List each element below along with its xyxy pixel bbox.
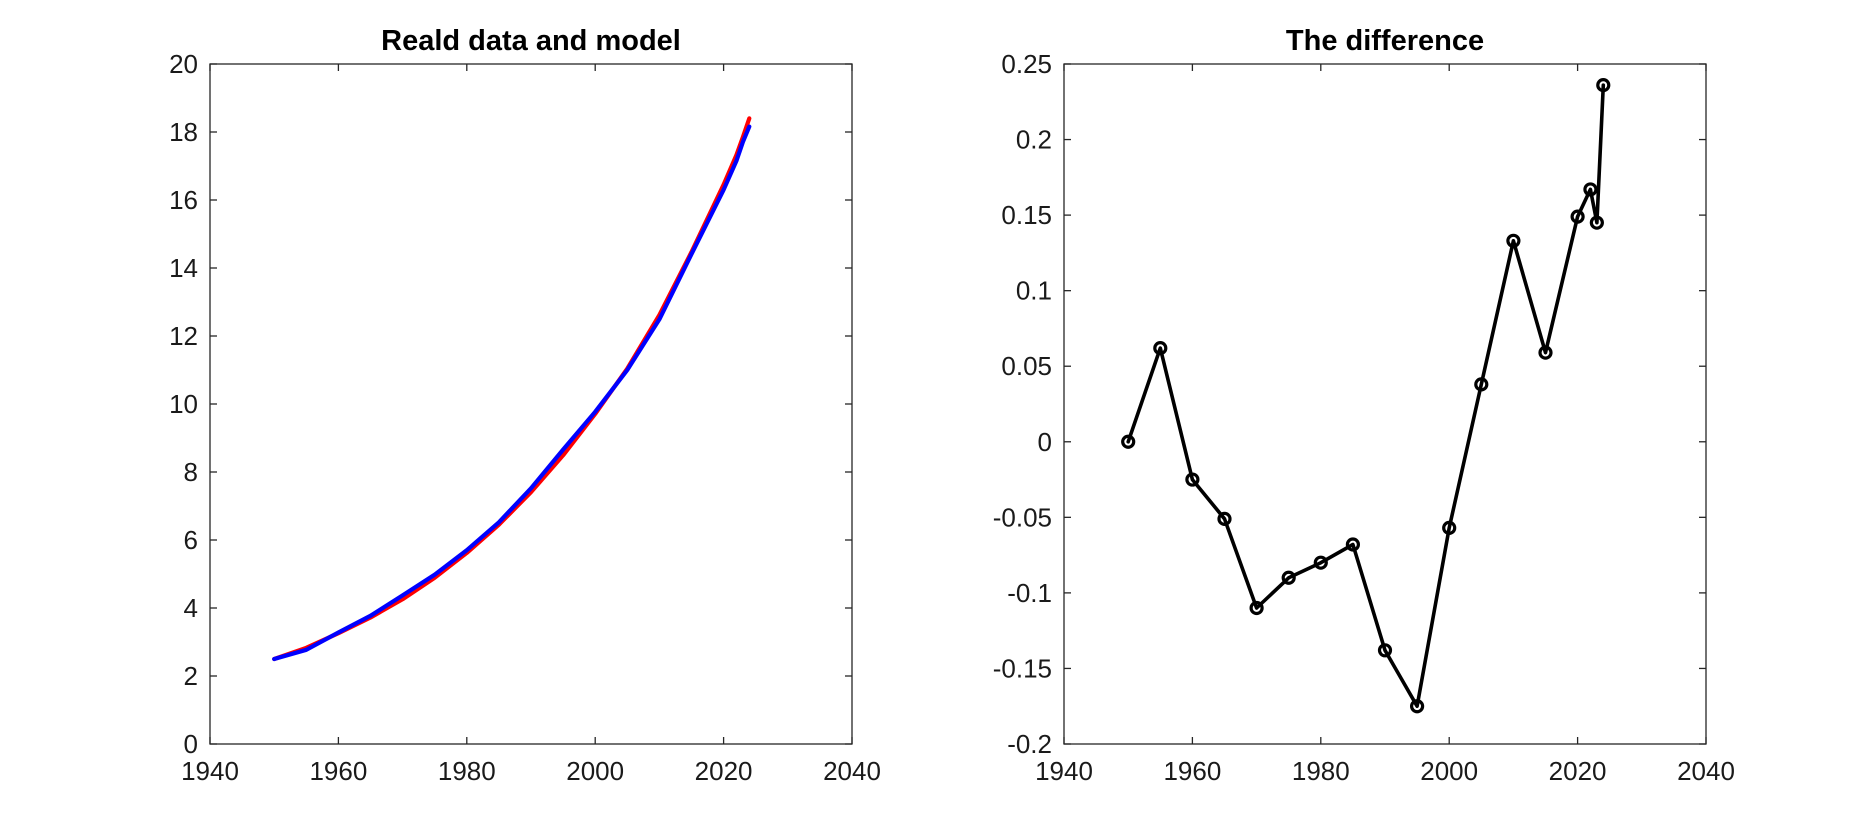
axes-box <box>209 63 853 745</box>
data-point-marker <box>1589 215 1604 230</box>
series-line-1 <box>1126 83 1606 709</box>
y-tick-label: 6 <box>184 525 198 555</box>
y-tick-label: -0.2 <box>1007 729 1052 759</box>
x-tick-label: 1940 <box>1035 756 1093 786</box>
y-tick-label: -0.05 <box>993 502 1052 532</box>
x-tick-label: 2040 <box>823 756 881 786</box>
data-point-marker <box>1570 209 1585 224</box>
x-tick-label: 2040 <box>1677 756 1735 786</box>
x-tick-label: 1980 <box>438 756 496 786</box>
y-tick-label: 10 <box>169 389 198 419</box>
axes-box <box>1063 63 1707 745</box>
y-tick-label: 2 <box>184 661 198 691</box>
y-tick-label: 0.25 <box>1001 49 1052 79</box>
series-line-2 <box>272 124 752 662</box>
data-point-marker <box>1313 555 1328 570</box>
y-tick-label: 14 <box>169 253 198 283</box>
data-point-marker <box>1538 345 1553 360</box>
left-chart-title: Reald data and model <box>381 25 681 57</box>
y-tick-label: 8 <box>184 457 198 487</box>
data-point-marker <box>1377 643 1393 658</box>
data-point-marker <box>1506 233 1521 248</box>
right-chart-difference: The difference 1940 1960 1980 2000 2020 2040 -… <box>993 25 1735 786</box>
data-point-marker <box>1474 377 1489 392</box>
x-tick-label: 2000 <box>1420 756 1478 786</box>
data-point-marker <box>1596 78 1611 93</box>
x-tick-label: 1940 <box>181 756 239 786</box>
y-tick-label: -0.1 <box>1007 578 1052 608</box>
y-tick-label: 0 <box>1038 427 1052 457</box>
x-tick-label: 1980 <box>1292 756 1350 786</box>
x-tick-label: 2020 <box>1549 756 1607 786</box>
x-tick-label: 2020 <box>695 756 753 786</box>
left-chart-real-data-and-model: Reald data and model 1940 1960 1980 2000 202… <box>169 25 881 786</box>
y-tick-label: 0.05 <box>1001 351 1052 381</box>
y-tick-label: 0.15 <box>1001 200 1052 230</box>
y-tick-label: 0.2 <box>1016 125 1052 155</box>
data-point-marker <box>1153 340 1168 356</box>
series-line-1 <box>272 116 752 662</box>
y-tick-label: -0.15 <box>993 653 1052 683</box>
right-chart-title: The difference <box>1286 25 1484 57</box>
y-tick-label: 0 <box>184 729 198 759</box>
data-point-marker <box>1345 537 1361 552</box>
y-tick-label: 0.1 <box>1016 276 1052 306</box>
y-tick-label: 20 <box>169 49 198 79</box>
data-point-marker <box>1217 511 1232 526</box>
x-tick-label: 1960 <box>1163 756 1221 786</box>
data-point-marker <box>1281 570 1296 585</box>
data-point-marker <box>1409 699 1425 714</box>
data-point-marker <box>1583 182 1598 197</box>
data-point-marker <box>1442 520 1457 536</box>
data-point-marker <box>1249 600 1264 616</box>
data-point-marker <box>1121 434 1136 449</box>
data-point-marker <box>1185 472 1200 487</box>
y-tick-label: 18 <box>169 117 198 147</box>
y-tick-label: 16 <box>169 185 198 215</box>
x-tick-label: 2000 <box>566 756 624 786</box>
y-tick-label: 12 <box>169 321 198 351</box>
x-tick-label: 1960 <box>309 756 367 786</box>
y-tick-label: 4 <box>184 593 198 623</box>
